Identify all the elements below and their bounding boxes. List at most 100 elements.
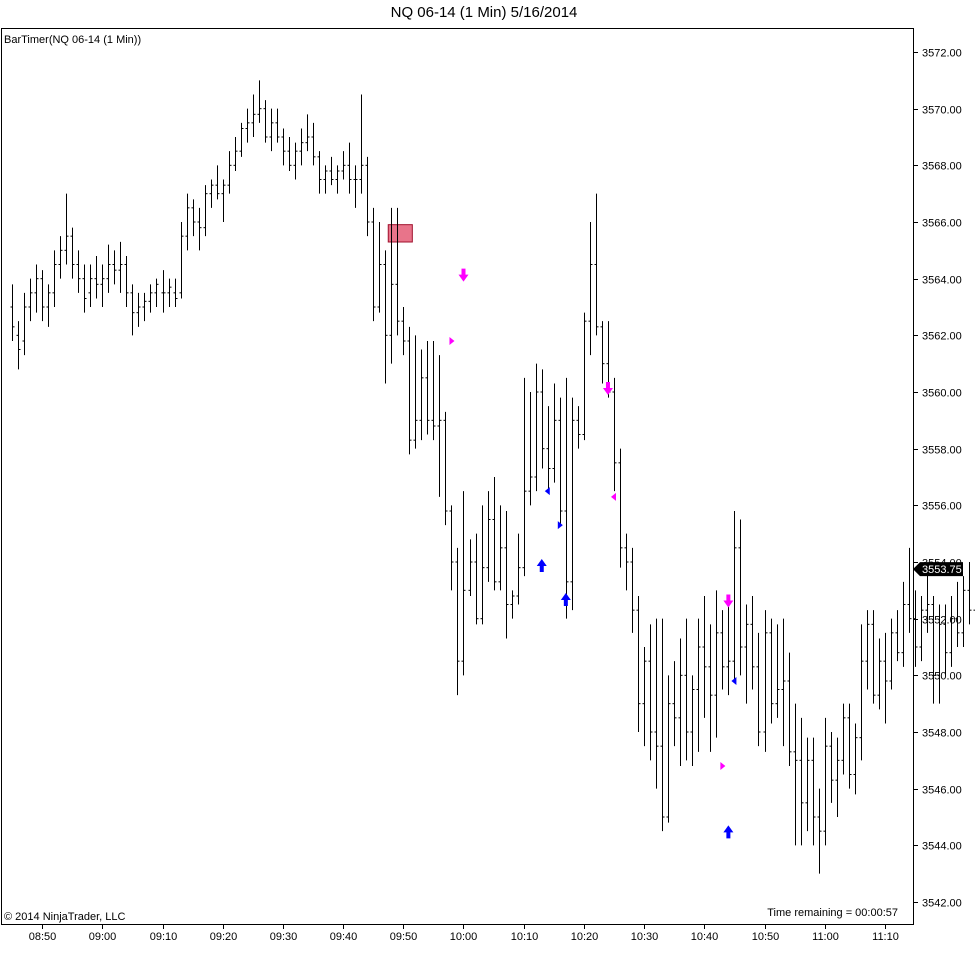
y-tick-label: 3558.00 <box>922 445 962 457</box>
ohlc-bar <box>582 312 587 441</box>
ohlc-bar <box>925 567 930 633</box>
x-tick-label: 10:40 <box>691 931 719 943</box>
ohlc-bar <box>648 624 653 761</box>
ohlc-bar <box>817 788 822 874</box>
ohlc-bar <box>191 199 196 237</box>
x-tick-label: 11:10 <box>872 931 899 943</box>
x-tick-label: 09:30 <box>270 931 298 943</box>
ohlc-bar <box>64 193 69 265</box>
ohlc-bar <box>317 151 322 194</box>
x-tick-label: 10:00 <box>450 931 478 943</box>
ohlc-bar <box>841 703 846 775</box>
ohlc-bar <box>690 675 695 766</box>
x-tick-label: 10:10 <box>511 931 539 943</box>
x-tick-label: 09:40 <box>330 931 358 943</box>
x-tick-label: 11:00 <box>812 931 839 943</box>
ohlc-bar <box>197 207 202 251</box>
x-tick-label: 10:30 <box>631 931 659 943</box>
ohlc-bar <box>588 222 593 356</box>
ohlc-bar <box>750 596 755 690</box>
ohlc-bar <box>94 256 99 299</box>
ohlc-bar <box>353 165 358 208</box>
ohlc-bar <box>136 292 141 327</box>
ohlc-bar <box>498 505 503 591</box>
ohlc-bar <box>437 355 442 497</box>
ohlc-bar <box>16 321 21 370</box>
ohlc-bar <box>329 156 334 186</box>
y-tick-label: 3566.00 <box>922 218 962 230</box>
ohlc-bar <box>594 193 599 336</box>
ohlc-bar <box>88 264 93 307</box>
ohlc-bar <box>425 341 430 435</box>
sell-triangle-icon <box>720 762 726 770</box>
signals-layer <box>449 268 737 839</box>
ohlc-bar <box>859 624 864 761</box>
ohlc-bar <box>106 244 111 293</box>
last-price-label: 3553.75 <box>922 564 962 576</box>
ohlc-bar <box>696 618 701 752</box>
x-tick-label: 09:10 <box>150 931 178 943</box>
ohlc-bar <box>203 185 208 237</box>
ohlc-bar <box>486 491 491 582</box>
sell-arrow-icon <box>723 594 734 608</box>
ohlc-bar <box>28 278 33 322</box>
ohlc-bar <box>823 717 828 846</box>
y-tick-label: 3568.00 <box>922 161 962 173</box>
ohlc-bar <box>221 179 226 222</box>
ohlc-bar <box>468 539 473 596</box>
ohlc-bar <box>943 604 948 676</box>
y-tick-label: 3572.00 <box>922 48 962 60</box>
ohlc-bar <box>130 284 135 336</box>
ohlc-bar <box>257 80 262 123</box>
ohlc-bar <box>395 207 400 336</box>
ohlc-bar <box>58 236 63 279</box>
x-tick-label: 09:50 <box>390 931 418 943</box>
y-tick-label: 3550.00 <box>922 671 962 683</box>
bars-layer <box>10 80 975 874</box>
ohlc-bar <box>787 652 792 766</box>
ohlc-bar <box>251 94 256 137</box>
ohlc-bar <box>455 547 460 696</box>
ohlc-bar <box>239 122 244 157</box>
ohlc-bar <box>504 511 509 639</box>
y-tick-label: 3562.00 <box>922 331 962 343</box>
ohlc-bar <box>323 165 328 194</box>
y-tick-label: 3542.00 <box>922 898 962 910</box>
plot-area[interactable] <box>1 28 914 925</box>
ohlc-bar <box>799 717 804 846</box>
ohlc-bar <box>419 349 424 441</box>
x-tick-label: 10:50 <box>752 931 780 943</box>
ohlc-bar <box>492 477 497 591</box>
sell-arrow-icon <box>602 382 613 395</box>
y-axis: 3572.00 3570.00 3568.00 3566.00 3564.00 3562.… <box>913 48 962 910</box>
ohlc-bar <box>10 284 15 341</box>
zones-layer <box>387 224 413 243</box>
ohlc-bar <box>895 610 900 662</box>
ohlc-bar <box>449 505 454 591</box>
ohlc-bar <box>52 250 57 307</box>
last-price-marker: 3553.75 <box>913 562 963 577</box>
ohlc-bar <box>961 576 966 647</box>
ohlc-bar <box>919 596 924 662</box>
ohlc-bar <box>672 661 677 747</box>
ohlc-bar <box>624 533 629 591</box>
ohlc-bar <box>618 448 623 568</box>
ohlc-bar <box>853 723 858 795</box>
ohlc-bar <box>245 108 250 143</box>
ohlc-bar <box>365 156 370 237</box>
ohlc-bar <box>227 151 232 194</box>
ohlc-bar <box>540 369 545 469</box>
y-tick-label: 3546.00 <box>922 785 962 797</box>
ohlc-bar <box>720 610 725 690</box>
ohlc-bar <box>865 610 870 690</box>
ohlc-bar <box>173 278 178 307</box>
ohlc-bar <box>209 179 214 208</box>
ohlc-bar <box>281 128 286 166</box>
y-tick-label: 3564.00 <box>922 275 962 287</box>
buy-triangle-icon <box>731 677 737 685</box>
ohlc-bar <box>660 618 665 832</box>
ohlc-bar <box>287 137 292 171</box>
ohlc-bar <box>775 624 780 718</box>
ohlc-bar <box>678 638 683 766</box>
